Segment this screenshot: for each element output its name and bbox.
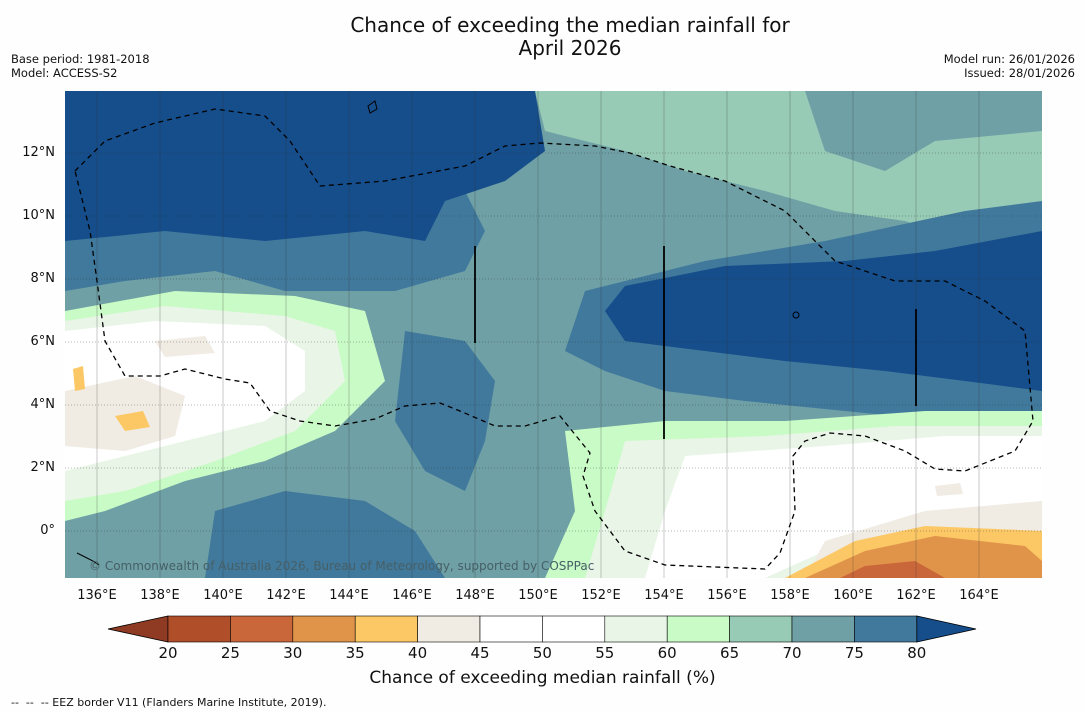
islands — [76, 100, 800, 566]
lon-label: 160°E — [833, 588, 873, 603]
colorbar-segment — [791, 615, 855, 643]
copyright-notice: © Commonwealth of Australia 2026, Bureau… — [89, 559, 594, 573]
colorbar-tick-label: 60 — [657, 644, 677, 662]
colorbar-tick-label: 30 — [283, 644, 303, 662]
eez-footnote: -- -- -- EEZ border V11 (Flanders Marine… — [11, 696, 327, 709]
colorbar-segment — [604, 615, 668, 643]
colorbar-tick-label: 70 — [782, 644, 802, 662]
model-info: Base period: 1981-2018 Model: ACCESS-S2 — [11, 52, 150, 80]
map-canvas: © Commonwealth of Australia 2026, Bureau… — [65, 91, 1042, 578]
colorbar-label: Chance of exceeding median rainfall (%) — [369, 668, 716, 688]
colorbar-segment — [417, 615, 481, 643]
lon-label: 138°E — [140, 588, 180, 603]
colorbar-tick-label: 50 — [532, 644, 552, 662]
colorbar-segment — [729, 615, 793, 643]
contour-40-45-west — [65, 376, 185, 451]
colorbar-segment — [230, 615, 294, 643]
lat-label: 8°N — [30, 271, 56, 286]
lon-label: 152°E — [581, 588, 621, 603]
lon-label: 140°E — [203, 588, 243, 603]
title-line-2: April 2026 — [518, 36, 622, 60]
lon-label: 136°E — [77, 588, 117, 603]
colorbar-segment — [167, 615, 231, 643]
lon-label: 150°E — [518, 588, 558, 603]
colorbar-tick-label: 35 — [345, 644, 365, 662]
colorbar-extend-high — [916, 615, 977, 643]
colorbar-tick-label: 45 — [470, 644, 490, 662]
lon-label: 164°E — [959, 588, 999, 603]
model-name: Model: ACCESS-S2 — [11, 66, 118, 80]
title-line-1: Chance of exceeding the median rainfall … — [350, 13, 790, 37]
colorbar-extend-low — [107, 615, 169, 643]
colorbar — [107, 615, 977, 643]
contour-35-40-patch-2 — [73, 366, 85, 391]
colorbar-tick-label: 20 — [158, 644, 178, 662]
model-run: Model run: 26/01/2026 — [943, 52, 1075, 66]
contour-75-80-south — [205, 491, 445, 578]
contour-45-55-south — [645, 436, 1042, 578]
lat-label: 12°N — [22, 145, 55, 160]
contour-40-45-islet — [935, 483, 963, 496]
contour-35-40-patch-1 — [115, 411, 150, 431]
contour-above-80-northwest — [65, 91, 545, 241]
colorbar-tick-label: 40 — [408, 644, 428, 662]
lon-label: 158°E — [770, 588, 810, 603]
colorbar-segment — [666, 615, 730, 643]
colorbar-tick-label: 75 — [844, 644, 864, 662]
colorbar-segment — [354, 615, 418, 643]
lon-label: 162°E — [896, 588, 936, 603]
eez-segments — [474, 246, 917, 439]
lat-label: 2°N — [30, 460, 56, 475]
lon-gridlines — [96, 91, 980, 578]
run-info: Model run: 26/01/2026 Issued: 28/01/2026 — [944, 52, 1075, 80]
lon-label: 154°E — [644, 588, 684, 603]
eez-border-dashed — [74, 108, 1034, 570]
contour-75-80-central — [395, 331, 495, 491]
forecast-map: © Commonwealth of Australia 2026, Bureau… — [65, 91, 1042, 578]
colorbar-segment — [479, 615, 543, 643]
colorbar-tick-label: 25 — [220, 644, 240, 662]
colorbar-segment — [854, 615, 918, 643]
lat-label: 6°N — [30, 334, 56, 349]
base-period: Base period: 1981-2018 — [11, 52, 150, 66]
contour-above-80-east — [605, 231, 1042, 391]
lat-gridlines — [65, 152, 1042, 532]
lon-label: 142°E — [266, 588, 306, 603]
lon-label: 148°E — [455, 588, 495, 603]
map-title: Chance of exceeding the median rainfall … — [0, 14, 1085, 60]
colorbar-tick-label: 55 — [595, 644, 615, 662]
lon-label: 144°E — [329, 588, 369, 603]
lat-label: 4°N — [30, 397, 56, 412]
contour-40-45-patch — [155, 336, 215, 357]
colorbar-tick-label: 80 — [907, 644, 927, 662]
contour-65-70-north — [535, 91, 1042, 241]
lon-label: 156°E — [707, 588, 747, 603]
contour-25-30-southeast — [840, 561, 945, 578]
colorbar-tick-label: 65 — [720, 644, 740, 662]
colorbar-segment — [542, 615, 606, 643]
lon-label: 146°E — [392, 588, 432, 603]
issued-date: Issued: 28/01/2026 — [964, 66, 1075, 80]
lat-label: 0° — [40, 523, 55, 538]
lat-label: 10°N — [22, 208, 55, 223]
colorbar-segment — [292, 615, 356, 643]
